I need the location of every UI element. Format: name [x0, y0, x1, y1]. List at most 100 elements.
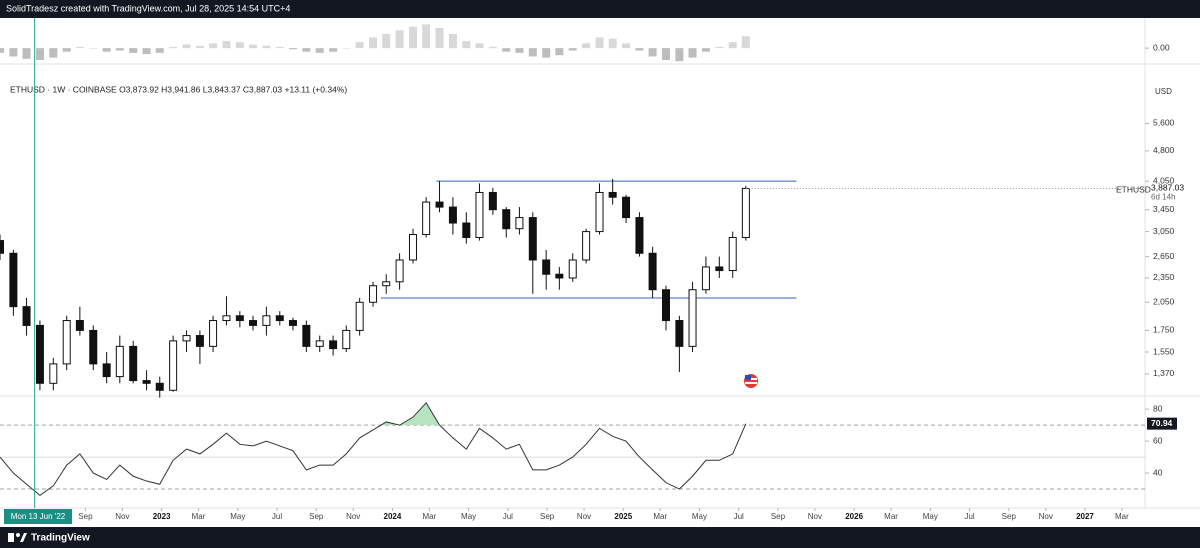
- macd-bar: [715, 46, 724, 49]
- macd-bar: [661, 48, 670, 60]
- y-tick-label: 2,650: [1153, 251, 1175, 261]
- candle-body: [515, 217, 524, 230]
- candle-body: [555, 273, 564, 279]
- y-tick-label: 4,050: [1153, 175, 1175, 185]
- candle-body: [675, 320, 684, 347]
- macd-bar: [701, 48, 710, 52]
- macd-bar: [462, 41, 471, 49]
- x-tick-label: 2027: [1076, 512, 1094, 521]
- macd-bar: [0, 48, 4, 53]
- candle-body: [422, 201, 431, 236]
- header-text: SolidTradesz created with TradingView.co…: [6, 3, 290, 13]
- x-tick-label: Jul: [964, 512, 974, 521]
- macd-bar: [342, 48, 351, 49]
- candle-body: [608, 191, 617, 198]
- y-tick-label: 3,050: [1153, 226, 1175, 236]
- candle-body: [249, 320, 258, 326]
- candle-body: [382, 281, 391, 287]
- candle-body: [715, 266, 724, 272]
- macd-bar: [528, 48, 537, 57]
- bottom-bar: [0, 527, 1200, 548]
- candle-body: [275, 315, 284, 322]
- y-tick-label: 3,450: [1153, 204, 1175, 214]
- rsi-last-label: 70.94: [1151, 418, 1173, 428]
- rsi-tick-label: 60: [1153, 435, 1163, 445]
- macd-bar: [222, 41, 231, 49]
- macd-bar: [582, 43, 591, 49]
- macd-bar: [249, 44, 258, 49]
- candle-body: [661, 289, 670, 322]
- candle-body: [622, 196, 631, 219]
- macd-bar: [488, 46, 497, 49]
- macd-bar: [502, 48, 511, 52]
- macd-bar: [355, 42, 364, 49]
- macd-bar: [635, 48, 644, 51]
- macd-bar: [422, 24, 431, 49]
- brand: TradingView: [31, 533, 90, 544]
- candle-body: [288, 320, 297, 326]
- x-tick-label: Jul: [503, 512, 513, 521]
- candle-body: [355, 301, 364, 331]
- x-tick-label: Nov: [577, 512, 591, 521]
- crosshair-label: Mon 13 Jun '22: [11, 512, 66, 521]
- candle-body: [701, 266, 710, 291]
- candle-body: [9, 252, 18, 308]
- y-tick-label: 4,800: [1153, 145, 1175, 155]
- y-tick-label: 1,370: [1153, 368, 1175, 378]
- x-tick-label: Sep: [309, 512, 324, 521]
- candle-body: [462, 222, 471, 239]
- candle-body: [542, 259, 551, 275]
- x-tick-label: Mar: [1115, 512, 1129, 521]
- y-tick-label: 1,550: [1153, 346, 1175, 356]
- macd-tick-label: 0.00: [1153, 42, 1170, 52]
- y-tick-label: 1,750: [1153, 325, 1175, 335]
- x-tick-label: Mar: [192, 512, 206, 521]
- candle-body: [222, 315, 231, 322]
- candle-body: [369, 285, 378, 303]
- macd-bar: [115, 48, 124, 51]
- symbol-label: ETHUSD: [1116, 184, 1151, 194]
- candle-body: [568, 259, 577, 279]
- rsi-last-box: [1147, 417, 1177, 430]
- candle-body: [329, 340, 338, 350]
- macd-bar: [475, 43, 484, 49]
- x-tick-label: May: [461, 512, 476, 521]
- macd-bar: [155, 48, 164, 53]
- top-bar: [0, 0, 1200, 18]
- candle-body: [262, 315, 271, 326]
- macd-bar: [35, 48, 44, 60]
- x-tick-label: Jul: [734, 512, 744, 521]
- candle-body: [648, 252, 657, 291]
- candle-body: [728, 237, 737, 272]
- candle-body: [235, 315, 244, 322]
- flag-icon: [744, 374, 758, 388]
- macd-bar: [262, 45, 271, 49]
- candle-body: [582, 231, 591, 261]
- candle-body: [142, 380, 151, 384]
- macd-bar: [142, 48, 151, 55]
- x-tick-label: Nov: [346, 512, 360, 521]
- x-tick-label: Sep: [540, 512, 555, 521]
- x-tick-label: May: [230, 512, 245, 521]
- x-tick-label: Nov: [115, 512, 129, 521]
- macd-bar: [568, 48, 577, 51]
- macd-bar: [622, 43, 631, 49]
- candle-body: [448, 206, 457, 224]
- x-tick-label: Jul: [272, 512, 282, 521]
- candle-body: [155, 382, 164, 391]
- x-tick-label: 2024: [384, 512, 402, 521]
- candle-body: [302, 324, 311, 347]
- macd-bar: [209, 43, 218, 49]
- x-tick-label: Sep: [771, 512, 786, 521]
- macd-bar: [728, 42, 737, 49]
- macd-bar: [608, 38, 617, 49]
- candle-body: [688, 289, 697, 347]
- macd-bar: [302, 48, 311, 52]
- macd-bar: [329, 48, 338, 52]
- macd-bar: [408, 26, 417, 49]
- candle-body: [741, 187, 750, 239]
- rsi-line: [0, 401, 747, 497]
- macd-bar: [62, 48, 71, 52]
